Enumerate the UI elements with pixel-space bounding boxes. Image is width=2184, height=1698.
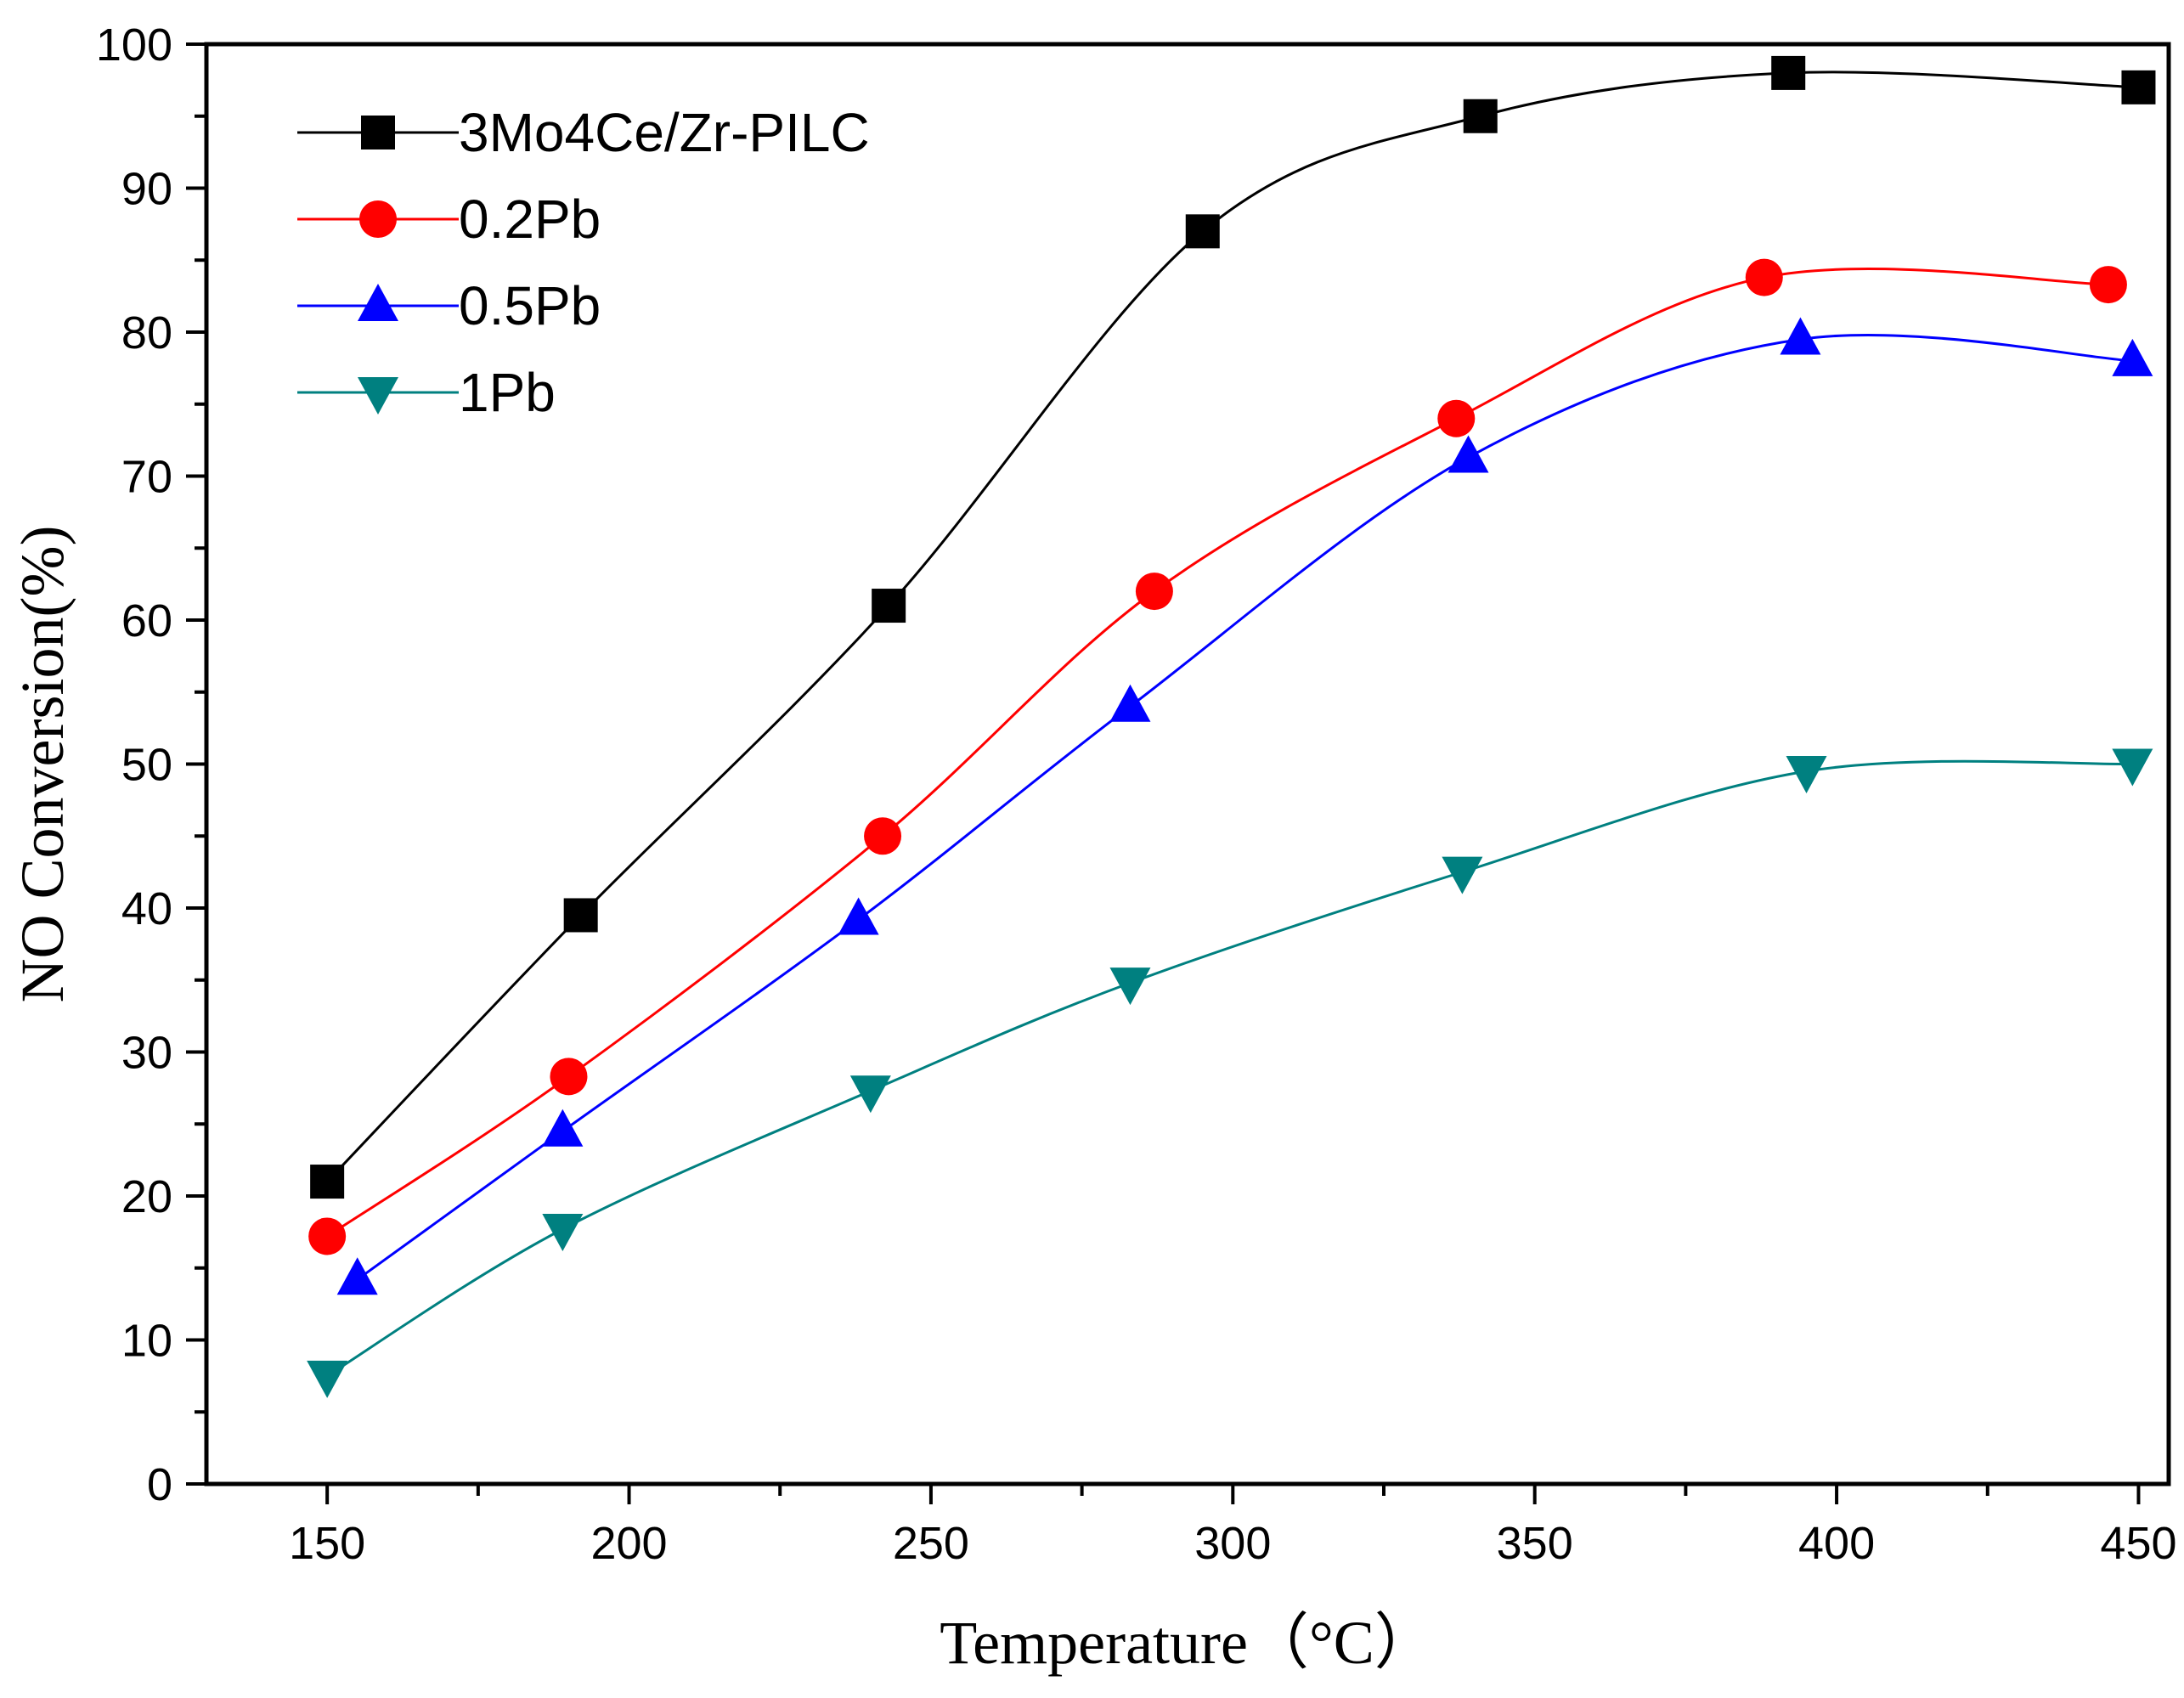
legend-label: 0.2Pb xyxy=(459,189,601,250)
x-tick-label: 300 xyxy=(1194,1518,1271,1569)
legend-item: 1Pb xyxy=(297,362,556,423)
data-point xyxy=(1185,214,1220,249)
x-tick-label: 400 xyxy=(1798,1518,1875,1569)
legend: 3Mo4Ce/Zr-PILC 0.2Pb 0.5Pb 1Pb xyxy=(297,102,870,423)
y-tick-label: 40 xyxy=(121,883,172,934)
x-tick-label: 450 xyxy=(2100,1518,2176,1569)
data-point xyxy=(542,1213,584,1251)
x-axis-title: Temperature（°C） xyxy=(940,1609,1436,1677)
data-point xyxy=(563,898,598,933)
data-point xyxy=(1109,684,1151,722)
series-layer xyxy=(307,55,2156,1398)
data-point xyxy=(310,1165,345,1199)
data-point xyxy=(1786,755,1827,793)
legend-item: 3Mo4Ce/Zr-PILC xyxy=(297,102,870,163)
data-point xyxy=(1780,317,1821,355)
y-tick-label: 0 xyxy=(147,1459,172,1510)
series-line xyxy=(356,333,2133,1281)
data-point xyxy=(542,1108,584,1147)
x-tick-label: 200 xyxy=(590,1518,667,1569)
y-tick-label: 70 xyxy=(121,452,172,503)
legend-label: 1Pb xyxy=(459,362,556,423)
x-tick-label: 350 xyxy=(1497,1518,1573,1569)
y-tick-label: 90 xyxy=(121,164,172,215)
data-point xyxy=(1442,856,1483,894)
data-point xyxy=(1771,55,1806,90)
series-line xyxy=(326,759,2133,1378)
legend-marker xyxy=(361,116,395,149)
data-point xyxy=(1745,258,1783,296)
data-point xyxy=(849,1075,891,1114)
data-point xyxy=(307,1360,348,1398)
data-point xyxy=(550,1058,588,1096)
series-3mo4ce-zr-pilc xyxy=(310,55,2156,1199)
series-0-2pb xyxy=(308,258,2127,1255)
x-tick-label: 250 xyxy=(893,1518,969,1569)
data-point xyxy=(308,1217,347,1255)
y-tick-label: 60 xyxy=(121,595,172,646)
data-point xyxy=(1463,99,1498,133)
data-point xyxy=(872,589,906,623)
legend-item: 0.5Pb xyxy=(297,275,601,336)
data-point xyxy=(2089,266,2127,304)
data-point xyxy=(1109,967,1151,1006)
y-tick-label: 30 xyxy=(121,1028,172,1079)
y-tick-label: 20 xyxy=(121,1171,172,1222)
legend-label: 3Mo4Ce/Zr-PILC xyxy=(459,102,870,163)
data-point xyxy=(1448,435,1489,473)
data-point xyxy=(2112,748,2153,787)
y-tick-label: 50 xyxy=(121,740,172,791)
legend-marker xyxy=(359,200,397,238)
axes: 150 200 250 300 350 400 450 0 10 20 30 40 50 60 70 80 90… xyxy=(96,20,2177,1569)
y-tick-label: 10 xyxy=(121,1316,172,1367)
series-line xyxy=(326,268,2108,1238)
data-point xyxy=(1135,573,1173,611)
legend-marker xyxy=(358,377,398,415)
y-tick-label: 100 xyxy=(96,20,172,71)
data-point xyxy=(838,897,879,935)
series-0-5pb xyxy=(336,317,2153,1295)
data-point xyxy=(2112,338,2153,376)
data-point xyxy=(2121,70,2156,104)
legend-item: 0.2Pb xyxy=(297,189,601,250)
data-point xyxy=(864,817,902,855)
data-point xyxy=(336,1257,378,1295)
y-tick-label: 80 xyxy=(121,307,172,358)
x-tick-label: 150 xyxy=(289,1518,365,1569)
y-axis-title: NO Conversion(%) xyxy=(8,526,76,1003)
legend-marker xyxy=(358,284,398,321)
data-point xyxy=(1437,399,1476,437)
legend-label: 0.5Pb xyxy=(459,275,601,336)
series-1pb xyxy=(307,748,2153,1398)
